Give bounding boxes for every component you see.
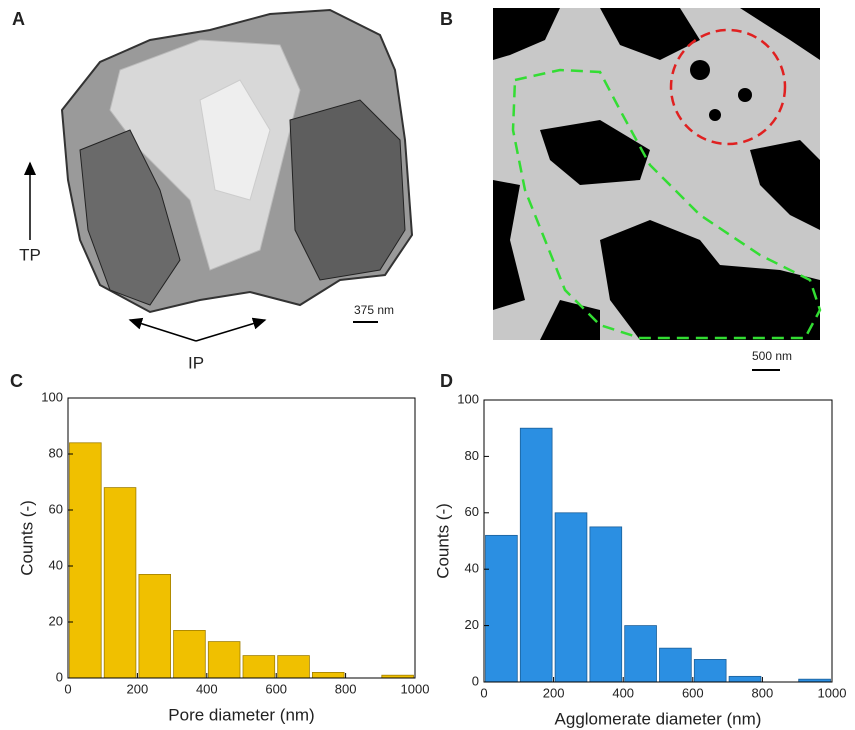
bar xyxy=(519,427,553,683)
y-axis-label: Counts (-) xyxy=(17,500,36,576)
y-tick-label: 100 xyxy=(457,391,479,406)
y-tick-label: 0 xyxy=(472,673,479,688)
arrow xyxy=(195,317,267,342)
x-tick-label: 400 xyxy=(612,685,634,700)
bar xyxy=(103,487,137,679)
y-tick-label: 80 xyxy=(49,445,63,460)
bar xyxy=(138,574,171,679)
y-tick-label: 100 xyxy=(41,389,63,404)
plot-frame xyxy=(483,399,833,683)
bar xyxy=(554,512,588,683)
bar xyxy=(624,625,657,683)
panel-label: A xyxy=(12,9,25,29)
panel-label: B xyxy=(440,9,453,29)
y-tick-label: 60 xyxy=(465,504,479,519)
bar xyxy=(485,534,518,683)
y-tick-label: 40 xyxy=(49,557,63,572)
y-tick-label: 0 xyxy=(56,669,63,684)
x-tick-label: 0 xyxy=(64,681,71,696)
arrow xyxy=(128,317,197,342)
bar xyxy=(242,655,276,679)
panel-label: D xyxy=(440,371,453,391)
scale-label: 500 nm xyxy=(752,349,792,363)
y-tick-label: 20 xyxy=(465,617,479,632)
x-axis-label: Pore diameter (nm) xyxy=(168,705,314,724)
y-tick-label: 40 xyxy=(465,561,479,576)
bar xyxy=(659,647,692,683)
tomography-render xyxy=(60,8,414,314)
x-tick-label: 200 xyxy=(127,681,149,696)
y-tick-label: 80 xyxy=(465,448,479,463)
x-tick-label: 1000 xyxy=(818,685,847,700)
bar xyxy=(693,659,727,683)
x-tick-label: 600 xyxy=(265,681,287,696)
axis-annotation: TP xyxy=(19,245,41,264)
x-tick-label: 200 xyxy=(543,685,565,700)
x-tick-label: 800 xyxy=(335,681,357,696)
x-tick-label: 800 xyxy=(752,685,774,700)
bar xyxy=(589,526,623,683)
bar xyxy=(69,442,102,679)
plot-frame xyxy=(67,397,416,679)
scale-label: 375 nm xyxy=(354,303,394,317)
x-axis-label: Agglomerate diameter (nm) xyxy=(555,709,762,728)
x-tick-label: 400 xyxy=(196,681,218,696)
bar xyxy=(207,641,241,679)
x-tick-label: 0 xyxy=(480,685,487,700)
y-axis-label: Counts (-) xyxy=(433,503,452,579)
x-tick-label: 600 xyxy=(682,685,704,700)
y-tick-label: 20 xyxy=(49,613,63,628)
panel-label: C xyxy=(10,371,23,391)
bar xyxy=(173,630,206,679)
x-tick-label: 1000 xyxy=(401,681,430,696)
bar xyxy=(311,672,345,679)
axis-annotation: IP xyxy=(188,353,204,372)
segmentation-image xyxy=(493,8,822,340)
y-tick-label: 60 xyxy=(49,501,63,516)
bar xyxy=(277,655,310,679)
bar xyxy=(728,675,762,683)
